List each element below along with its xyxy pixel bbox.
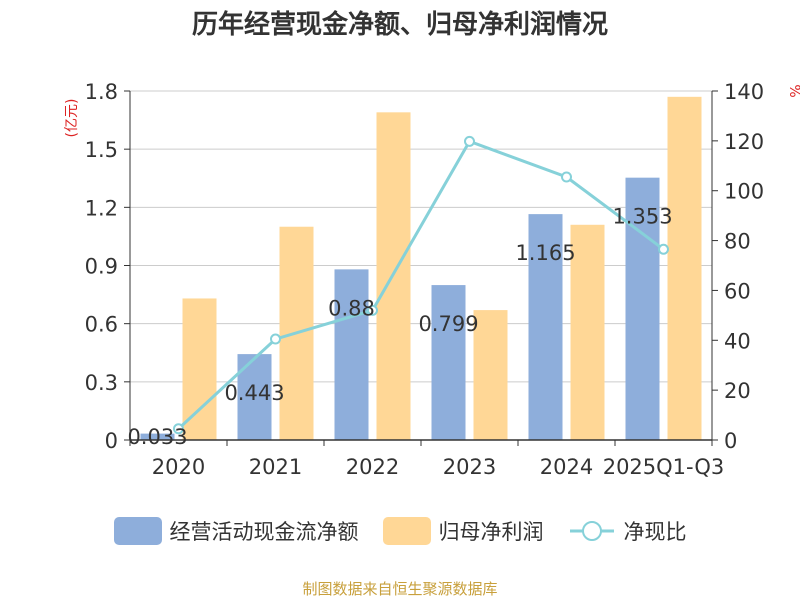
y-right-tick-label: 140 <box>724 80 764 104</box>
legend-item-cash[interactable]: 经营活动现金流净额 <box>113 516 359 546</box>
bar-cash <box>528 214 563 440</box>
bar-cash <box>431 285 466 440</box>
y-left-tick-label: 0 <box>105 429 118 453</box>
bar-cash <box>140 433 175 440</box>
y-right-unit-label: % <box>786 84 800 97</box>
cash-data-label: 1.165 <box>515 241 575 265</box>
cash-data-label: 0.443 <box>224 381 284 405</box>
cash-data-label: 0.033 <box>127 425 187 449</box>
ratio-point <box>658 243 669 255</box>
legend-swatch-ratio <box>569 521 614 541</box>
y-right-tick-label: 100 <box>724 180 764 204</box>
bar-profit <box>667 96 702 441</box>
y-right-tick-label: 20 <box>724 379 751 403</box>
legend: 经营活动现金流净额 归母净利润 净现比 <box>0 516 800 546</box>
y-left-tick-label: 1.8 <box>85 80 118 104</box>
legend-label-cash: 经营活动现金流净额 <box>169 520 359 544</box>
y-left-tick-label: 1.2 <box>85 196 118 220</box>
ratio-point <box>367 304 378 316</box>
chart-title: 历年经营现金净额、归母净利润情况 <box>191 10 608 40</box>
legend-item-profit[interactable]: 归母净利润 <box>382 516 544 546</box>
y-left-tick-label: 0.6 <box>85 313 118 337</box>
bar-profit <box>473 310 508 440</box>
legend-label-profit: 归母净利润 <box>438 520 544 544</box>
x-tick-label: 2022 <box>346 455 399 479</box>
y-right-tick-label: 80 <box>724 230 751 254</box>
y-right-tick-label: 120 <box>724 130 764 154</box>
cash-data-label: 0.88 <box>328 296 375 320</box>
y-right-tick-label: 0 <box>724 429 737 453</box>
x-tick-label: 2020 <box>152 455 205 479</box>
cash-data-label: 1.353 <box>612 205 672 229</box>
y-left-tick-label: 0.3 <box>85 371 118 395</box>
y-right-tick-label: 60 <box>724 279 751 303</box>
x-tick-label: 2021 <box>249 455 302 479</box>
legend-item-ratio[interactable]: 净现比 <box>568 516 687 546</box>
y-left-unit-label: (亿元) <box>64 99 80 138</box>
ratio-point <box>561 171 572 183</box>
y-left-tick-label: 0.9 <box>85 255 118 279</box>
y-right-tick-label: 40 <box>724 329 751 353</box>
cash-data-label: 0.799 <box>418 312 478 336</box>
ratio-point <box>270 333 281 345</box>
ratio-point <box>173 423 184 435</box>
legend-label-ratio: 净现比 <box>623 520 687 544</box>
ratio-point <box>464 135 475 147</box>
x-tick-label: 2023 <box>443 455 496 479</box>
ratio-line <box>177 139 665 430</box>
legend-swatch-profit <box>382 517 431 545</box>
x-tick-label: 2024 <box>540 455 593 479</box>
bar-cash <box>334 269 369 440</box>
y-left-tick-label: 1.5 <box>85 138 118 162</box>
bar-cash <box>625 177 660 440</box>
bar-profit <box>570 224 605 440</box>
x-tick-label: 2025Q1-Q3 <box>603 455 725 479</box>
bar-profit <box>182 298 217 440</box>
source-note: 制图数据来自恒生聚源数据库 <box>302 580 498 598</box>
legend-swatch-cash <box>113 517 162 545</box>
